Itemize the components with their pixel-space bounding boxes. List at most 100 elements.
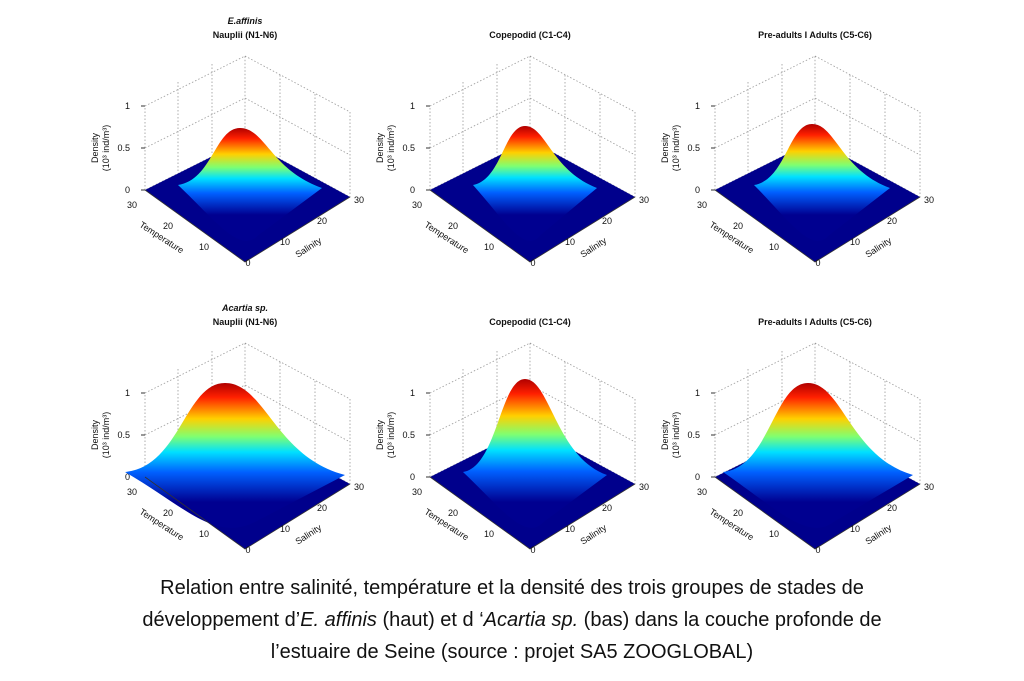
salinity-tick-label: 10 — [850, 237, 860, 247]
salinity-axis-label: Salinity — [578, 235, 608, 259]
z-tick-label: 0.5 — [402, 430, 415, 440]
box-wall — [714, 342, 921, 485]
z-axis-label: Density — [90, 132, 100, 163]
salinity-tick-label: 0 — [815, 258, 820, 268]
temperature-tick-label: 30 — [697, 200, 707, 210]
panel-title: Copepodid (C1-C4) — [489, 30, 571, 40]
salinity-tick-label: 30 — [924, 195, 934, 205]
z-tick-label: 0 — [695, 472, 700, 482]
z-axis-label: Density — [660, 419, 670, 450]
salinity-tick-label: 30 — [354, 195, 364, 205]
salinity-tick-label: 10 — [565, 237, 575, 247]
surface-peak — [178, 128, 322, 241]
temperature-tick-label: 30 — [127, 200, 137, 210]
panel-title: Pre-adults I Adults (C5-C6) — [758, 30, 872, 40]
box-edge — [144, 189, 351, 263]
panel: Acartia sp. Nauplii (N1-N6) 1 0.5 0 Density (1… — [90, 303, 364, 555]
salinity-tick-label: 20 — [317, 503, 327, 513]
salinity-tick-label: 20 — [602, 216, 612, 226]
temperature-tick-label: 10 — [769, 242, 779, 252]
z-axis-label: Density — [375, 419, 385, 450]
temperature-axis-label: Temperature — [708, 507, 756, 543]
z-axis-unit: (10³ ind/m³) — [101, 412, 111, 459]
z-tick-label: 1 — [695, 101, 700, 111]
temperature-axis-label: Temperature — [423, 220, 471, 256]
z-tick-label: 0 — [125, 472, 130, 482]
salinity-tick-label: 30 — [639, 482, 649, 492]
caption-text: l’estuaire de Seine (source : projet SA5… — [270, 641, 754, 663]
salinity-axis-label: Salinity — [293, 522, 323, 546]
z-tick-label: 0 — [695, 185, 700, 195]
salinity-tick-label: 0 — [245, 258, 250, 268]
z-tick-label: 0 — [410, 472, 415, 482]
caption-text: Relation entre salinité, température et … — [160, 577, 864, 599]
temperature-tick-label: 10 — [484, 529, 494, 539]
salinity-tick-label: 20 — [887, 503, 897, 513]
box-edge — [429, 476, 636, 550]
salinity-tick-label: 20 — [602, 503, 612, 513]
surface-peak — [754, 124, 890, 241]
caption-text: (haut) et d ‘ — [376, 609, 484, 631]
z-tick-label: 0 — [125, 185, 130, 195]
caption: Relation entre salinité, température et … — [0, 572, 1024, 668]
salinity-axis-label: Salinity — [293, 235, 323, 259]
z-tick-label: 1 — [125, 101, 130, 111]
temperature-tick-label: 20 — [163, 221, 173, 231]
temperature-tick-label: 20 — [733, 508, 743, 518]
z-axis-label: Density — [660, 132, 670, 163]
temperature-tick-label: 10 — [484, 242, 494, 252]
temperature-tick-label: 20 — [163, 508, 173, 518]
panel: Copepodid (C1-C4) 1 0.5 0 Density (10³ ind/m³… — [375, 30, 649, 268]
surface-peak — [473, 126, 597, 241]
panel-title: Acartia sp. — [221, 303, 268, 313]
caption-line: Relation entre salinité, température et … — [0, 572, 1024, 604]
salinity-tick-label: 0 — [815, 545, 820, 555]
salinity-tick-label: 10 — [850, 524, 860, 534]
caption-species: Acartia sp. — [483, 609, 579, 631]
temperature-tick-label: 20 — [448, 508, 458, 518]
temperature-axis-label: Temperature — [708, 220, 756, 256]
z-axis-unit: (10³ ind/m³) — [386, 125, 396, 172]
temperature-axis-label: Temperature — [138, 220, 186, 256]
z-axis-unit: (10³ ind/m³) — [671, 125, 681, 172]
panel-title: Copepodid (C1-C4) — [489, 317, 571, 327]
z-tick-label: 0.5 — [117, 430, 130, 440]
box-edge — [144, 476, 351, 550]
temperature-tick-label: 20 — [448, 221, 458, 231]
box-wall — [144, 55, 351, 198]
z-tick-label: 1 — [410, 101, 415, 111]
z-tick-label: 0.5 — [687, 430, 700, 440]
salinity-tick-label: 10 — [280, 237, 290, 247]
box-edge — [714, 476, 921, 550]
z-axis-label: Density — [90, 419, 100, 450]
salinity-tick-label: 20 — [317, 216, 327, 226]
caption-line: l’estuaire de Seine (source : projet SA5… — [0, 636, 1024, 668]
panel: Pre-adults I Adults (C5-C6) 1 0.5 0 Density(… — [660, 30, 934, 268]
temperature-tick-label: 20 — [733, 221, 743, 231]
box-wall — [429, 55, 636, 198]
salinity-tick-label: 30 — [924, 482, 934, 492]
salinity-axis-label: Salinity — [578, 522, 608, 546]
salinity-axis-label: Salinity — [863, 522, 893, 546]
panel-title: Nauplii (N1-N6) — [213, 317, 278, 327]
salinity-tick-label: 0 — [530, 545, 535, 555]
salinity-tick-label: 30 — [354, 482, 364, 492]
temperature-tick-label: 30 — [412, 487, 422, 497]
panel-title: E.affinis — [228, 16, 263, 26]
temperature-tick-label: 10 — [199, 242, 209, 252]
salinity-tick-label: 0 — [245, 545, 250, 555]
temperature-tick-label: 30 — [697, 487, 707, 497]
salinity-axis-label: Salinity — [863, 235, 893, 259]
surface-peak — [723, 383, 913, 528]
temperature-tick-label: 10 — [769, 529, 779, 539]
surface-peak — [463, 379, 607, 528]
z-tick-label: 0.5 — [687, 143, 700, 153]
caption-text: développement d’ — [142, 609, 301, 631]
box-edge — [429, 189, 636, 263]
surface-peak — [125, 383, 345, 528]
z-tick-label: 0.5 — [402, 143, 415, 153]
z-axis-label: Density — [375, 132, 385, 163]
z-tick-label: 1 — [125, 388, 130, 398]
